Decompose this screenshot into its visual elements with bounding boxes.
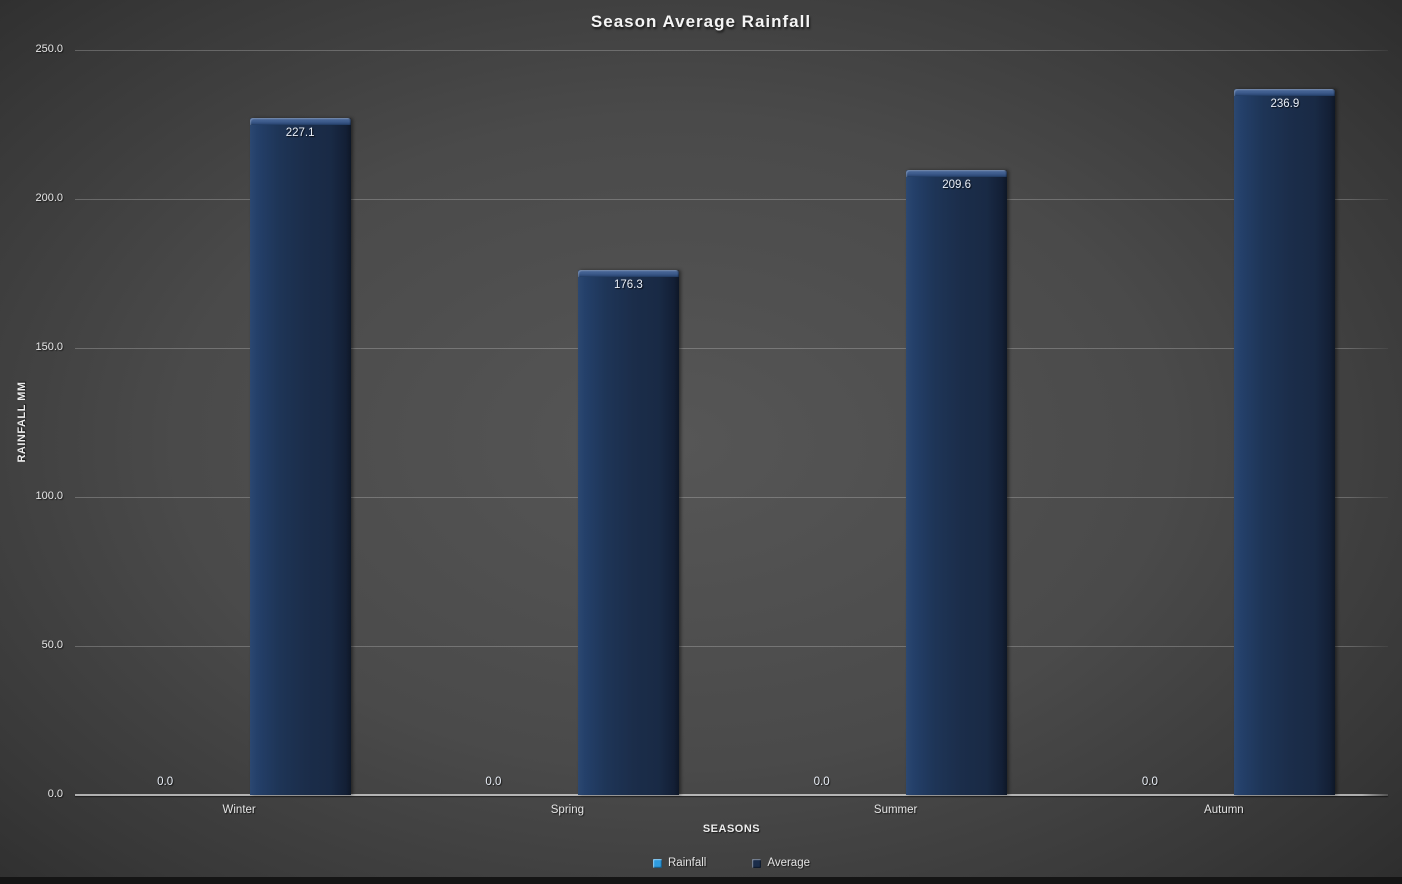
gridline (75, 50, 1388, 51)
average-data-label: 227.1 (285, 127, 315, 140)
y-tick-label: 200.0 (35, 192, 63, 204)
x-tick-label-autumn: Autumn (1204, 804, 1244, 816)
x-tick-label-winter: Winter (222, 804, 256, 816)
average-bar-autumn: 236.9 (1234, 89, 1336, 795)
average-data-label: 236.9 (1270, 98, 1300, 111)
y-axis-title: RAINFALL MM (16, 381, 28, 463)
gridline (75, 497, 1388, 498)
average-data-label: 176.3 (613, 278, 643, 291)
y-tick-label: 100.0 (35, 490, 63, 502)
chart-title: Season Average Rainfall (590, 12, 812, 31)
bottom-strip (0, 877, 1402, 884)
average-data-label: 209.6 (942, 179, 972, 192)
gridline (75, 646, 1388, 647)
y-tick-label: 250.0 (35, 43, 63, 55)
gridline (75, 348, 1388, 349)
legend-swatch-icon (752, 858, 762, 868)
average-bar-winter: 227.1 (249, 118, 351, 795)
legend-label: Average (767, 857, 810, 869)
rainfall-data-label: 0.0 (485, 776, 502, 788)
x-axis-title: SEASONS (702, 823, 761, 835)
legend-item-rainfall: Rainfall (653, 857, 706, 869)
average-bar-spring: 176.3 (577, 269, 679, 795)
rainfall-data-label: 0.0 (157, 776, 174, 788)
legend-item-average: Average (752, 857, 810, 869)
y-tick-label: 0.0 (47, 788, 63, 800)
legend-swatch-icon (653, 858, 662, 868)
y-tick-label: 150.0 (35, 341, 63, 353)
rainfall-data-label: 0.0 (813, 776, 830, 788)
legend-label: Rainfall (668, 857, 707, 869)
gridline (75, 199, 1388, 200)
x-tick-label-spring: Spring (550, 804, 584, 816)
y-tick-label: 50.0 (41, 639, 63, 651)
x-axis-line (75, 794, 1388, 796)
average-bar-summer: 209.6 (906, 170, 1008, 795)
x-tick-label-summer: Summer (873, 804, 918, 816)
rainfall-data-label: 0.0 (1141, 776, 1158, 788)
legend: Rainfall Average (75, 857, 1388, 869)
